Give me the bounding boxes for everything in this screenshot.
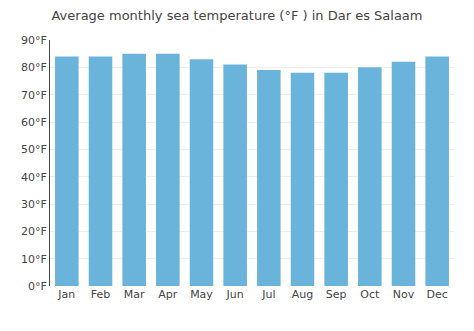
svg-text:10°F: 10°F: [21, 253, 47, 266]
svg-text:50°F: 50°F: [21, 143, 47, 156]
svg-text:Jan: Jan: [57, 288, 75, 301]
svg-text:Feb: Feb: [91, 288, 110, 301]
svg-text:30°F: 30°F: [21, 198, 47, 211]
svg-text:Nov: Nov: [393, 288, 415, 301]
svg-text:70°F: 70°F: [21, 89, 47, 102]
svg-text:Apr: Apr: [158, 288, 178, 301]
svg-text:90°F: 90°F: [21, 34, 47, 47]
svg-text:Jun: Jun: [226, 288, 244, 301]
svg-text:Mar: Mar: [124, 288, 145, 301]
svg-text:Aug: Aug: [292, 288, 313, 301]
svg-text:May: May: [190, 288, 213, 301]
svg-text:20°F: 20°F: [21, 225, 47, 238]
svg-text:0°F: 0°F: [28, 280, 47, 293]
svg-text:Sep: Sep: [326, 288, 347, 301]
svg-text:Average monthly sea temperatur: Average monthly sea temperature (°F ) in…: [51, 8, 422, 23]
svg-text:Dec: Dec: [427, 288, 448, 301]
svg-text:Oct: Oct: [360, 288, 380, 301]
svg-text:Jul: Jul: [261, 288, 275, 301]
svg-text:40°F: 40°F: [21, 171, 47, 184]
svg-text:80°F: 80°F: [21, 61, 47, 74]
svg-text:60°F: 60°F: [21, 116, 47, 129]
